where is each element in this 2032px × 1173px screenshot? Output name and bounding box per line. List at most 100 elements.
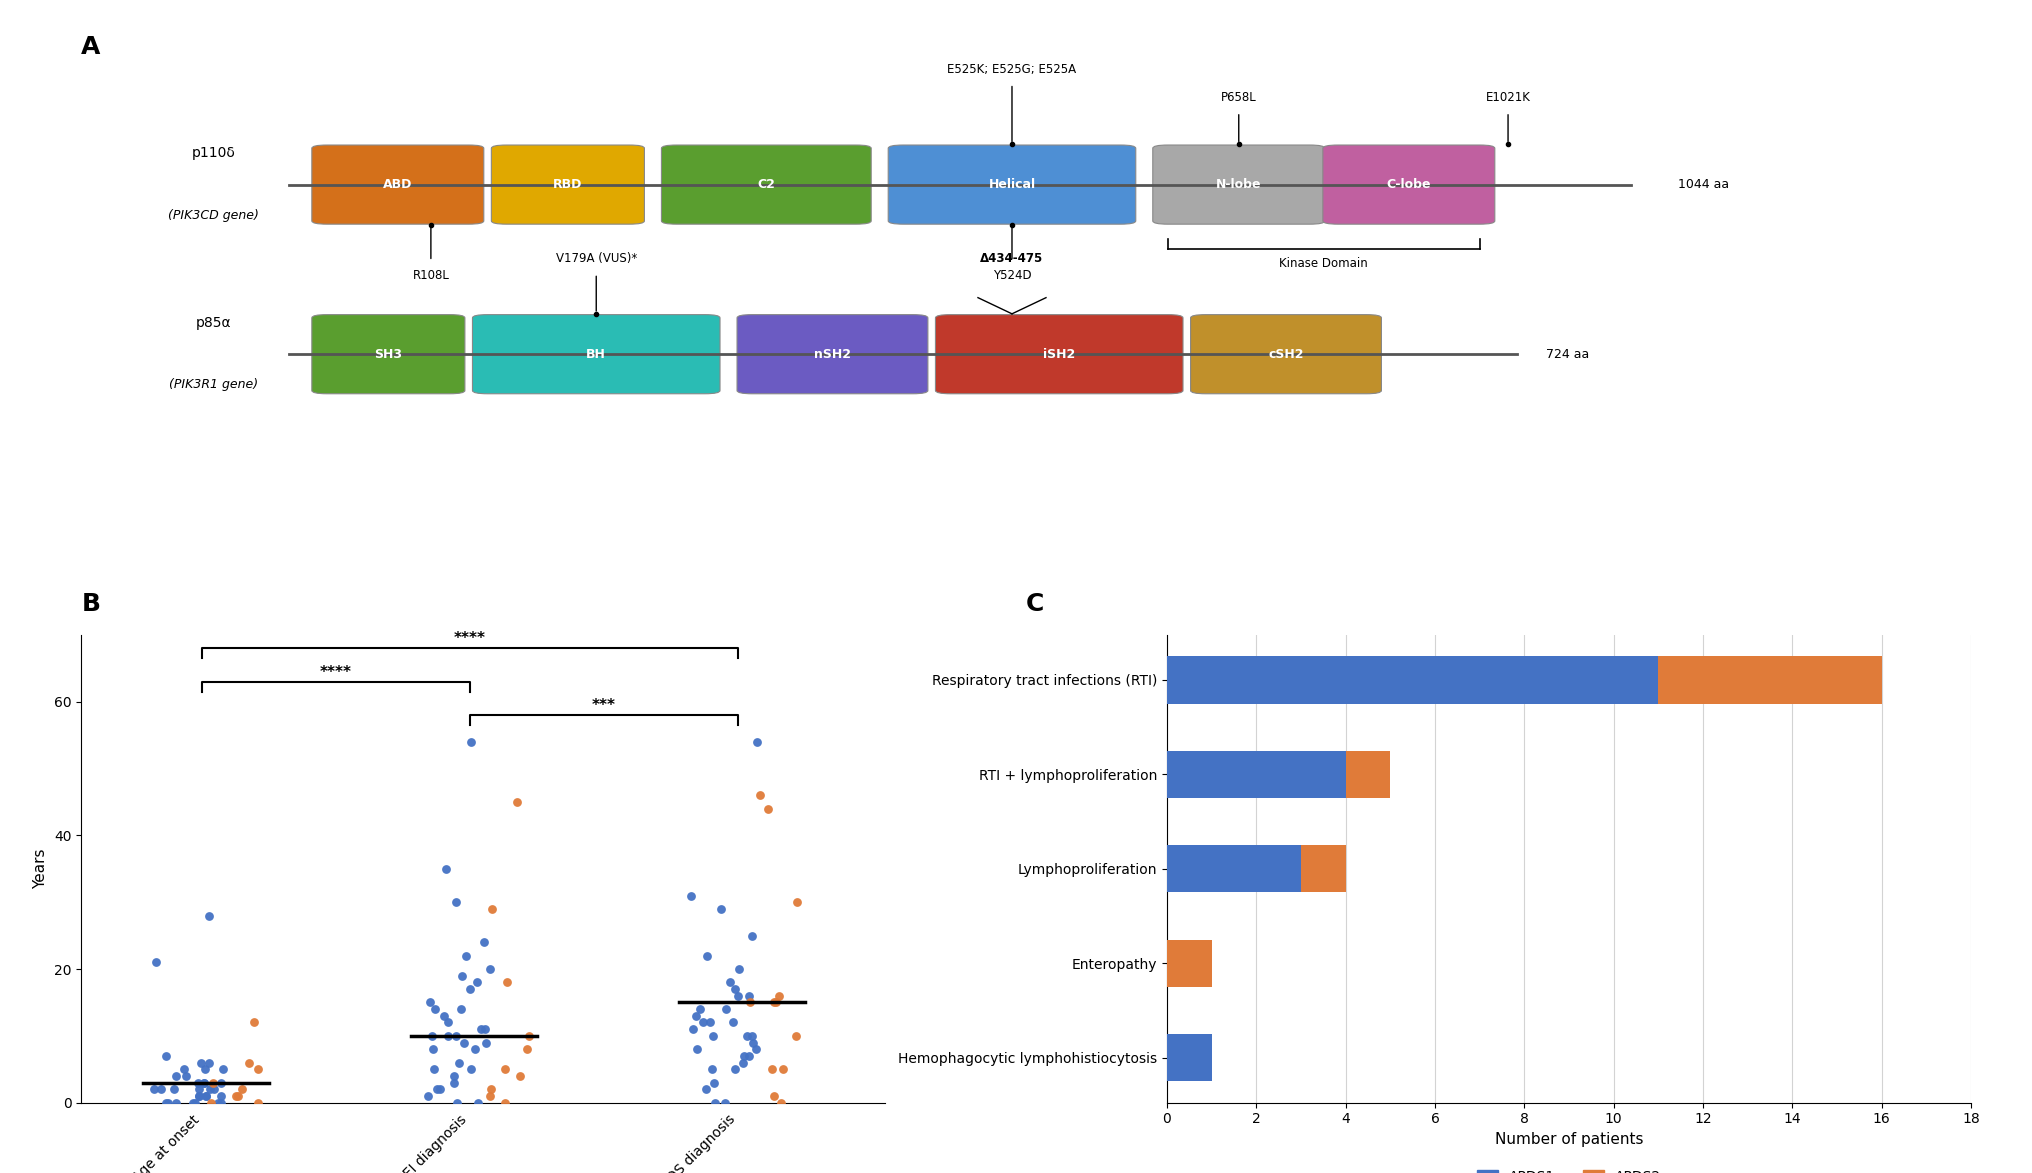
Text: (PIK3R1 gene): (PIK3R1 gene): [169, 379, 258, 392]
Point: [445, 967, 478, 985]
Bar: [1300, 846, 1345, 893]
Bar: [1658, 657, 1882, 704]
Point: [740, 1039, 772, 1058]
Text: A: A: [81, 35, 102, 59]
Point: [727, 1046, 760, 1065]
Point: [144, 1080, 177, 1099]
Text: SH3: SH3: [374, 347, 402, 360]
FancyBboxPatch shape: [311, 314, 465, 394]
Point: [197, 1073, 230, 1092]
Text: iSH2: iSH2: [1042, 347, 1075, 360]
Bar: [1345, 751, 1390, 798]
Point: [687, 1013, 719, 1032]
Point: [187, 1073, 219, 1092]
Point: [441, 1093, 473, 1112]
Point: [695, 1013, 727, 1032]
Point: [760, 994, 792, 1012]
Point: [732, 1026, 764, 1045]
Point: [183, 1073, 215, 1092]
Point: [417, 1039, 449, 1058]
Point: [447, 1033, 480, 1052]
Bar: [1166, 1035, 1211, 1082]
Text: V179A (VUS)*: V179A (VUS)*: [555, 252, 636, 265]
Point: [723, 960, 756, 978]
Point: [675, 886, 707, 904]
Point: [473, 960, 506, 978]
Point: [510, 1039, 543, 1058]
FancyBboxPatch shape: [935, 314, 1183, 394]
Point: [719, 979, 752, 998]
Point: [445, 999, 478, 1018]
FancyBboxPatch shape: [1152, 145, 1325, 224]
Point: [681, 1039, 713, 1058]
Bar: [1166, 751, 1345, 798]
Text: P658L: P658L: [1221, 90, 1256, 104]
Text: C-lobe: C-lobe: [1386, 178, 1431, 191]
Point: [140, 952, 173, 971]
Text: R108L: R108L: [412, 270, 449, 283]
Point: [183, 1086, 215, 1105]
Point: [205, 1073, 238, 1092]
Point: [148, 1046, 181, 1065]
Point: [475, 1080, 508, 1099]
Point: [193, 907, 226, 925]
Text: Y524D: Y524D: [994, 270, 1032, 283]
Point: [677, 1019, 709, 1038]
Point: [177, 1093, 209, 1112]
Point: [205, 1093, 238, 1112]
Point: [419, 1060, 451, 1079]
Point: [242, 1093, 274, 1112]
Point: [488, 1060, 520, 1079]
Point: [734, 994, 766, 1012]
Point: [705, 900, 738, 918]
Point: [453, 979, 486, 998]
FancyBboxPatch shape: [738, 314, 929, 394]
Point: [679, 1006, 711, 1025]
Point: [183, 1080, 215, 1099]
Point: [713, 974, 746, 992]
Point: [455, 733, 488, 752]
Point: [762, 986, 795, 1005]
Point: [189, 1086, 221, 1105]
Point: [504, 1066, 536, 1085]
Point: [758, 1086, 790, 1105]
Point: [439, 1026, 471, 1045]
FancyBboxPatch shape: [311, 145, 484, 224]
Point: [219, 1086, 252, 1105]
Point: [780, 1026, 813, 1045]
Point: [158, 1080, 191, 1099]
Point: [199, 1080, 232, 1099]
Point: [467, 933, 500, 951]
Point: [183, 1086, 215, 1105]
X-axis label: Number of patients: Number of patients: [1496, 1132, 1644, 1147]
Point: [709, 1093, 742, 1112]
Text: nSH2: nSH2: [815, 347, 851, 360]
Text: E1021K: E1021K: [1485, 90, 1530, 104]
Point: [238, 1013, 270, 1032]
Point: [195, 1093, 228, 1112]
Point: [221, 1086, 254, 1105]
Point: [473, 1086, 506, 1105]
Point: [699, 1073, 732, 1092]
Point: [441, 893, 473, 911]
Text: Helical: Helical: [988, 178, 1036, 191]
Point: [419, 999, 451, 1018]
Text: ***: ***: [591, 698, 616, 713]
Point: [780, 893, 813, 911]
Point: [189, 1086, 221, 1105]
Legend: APDS1, APDS2: APDS1, APDS2: [1471, 1164, 1666, 1173]
Point: [734, 986, 766, 1005]
Point: [709, 999, 742, 1018]
Point: [203, 1093, 236, 1112]
Point: [736, 927, 768, 945]
Bar: [1166, 846, 1300, 893]
Point: [427, 1006, 459, 1025]
Point: [431, 1026, 463, 1045]
Text: ABD: ABD: [384, 178, 412, 191]
Text: C: C: [1026, 592, 1044, 616]
FancyBboxPatch shape: [473, 314, 719, 394]
Point: [415, 994, 447, 1012]
Point: [171, 1066, 203, 1085]
Point: [766, 1060, 799, 1079]
Point: [740, 733, 772, 752]
